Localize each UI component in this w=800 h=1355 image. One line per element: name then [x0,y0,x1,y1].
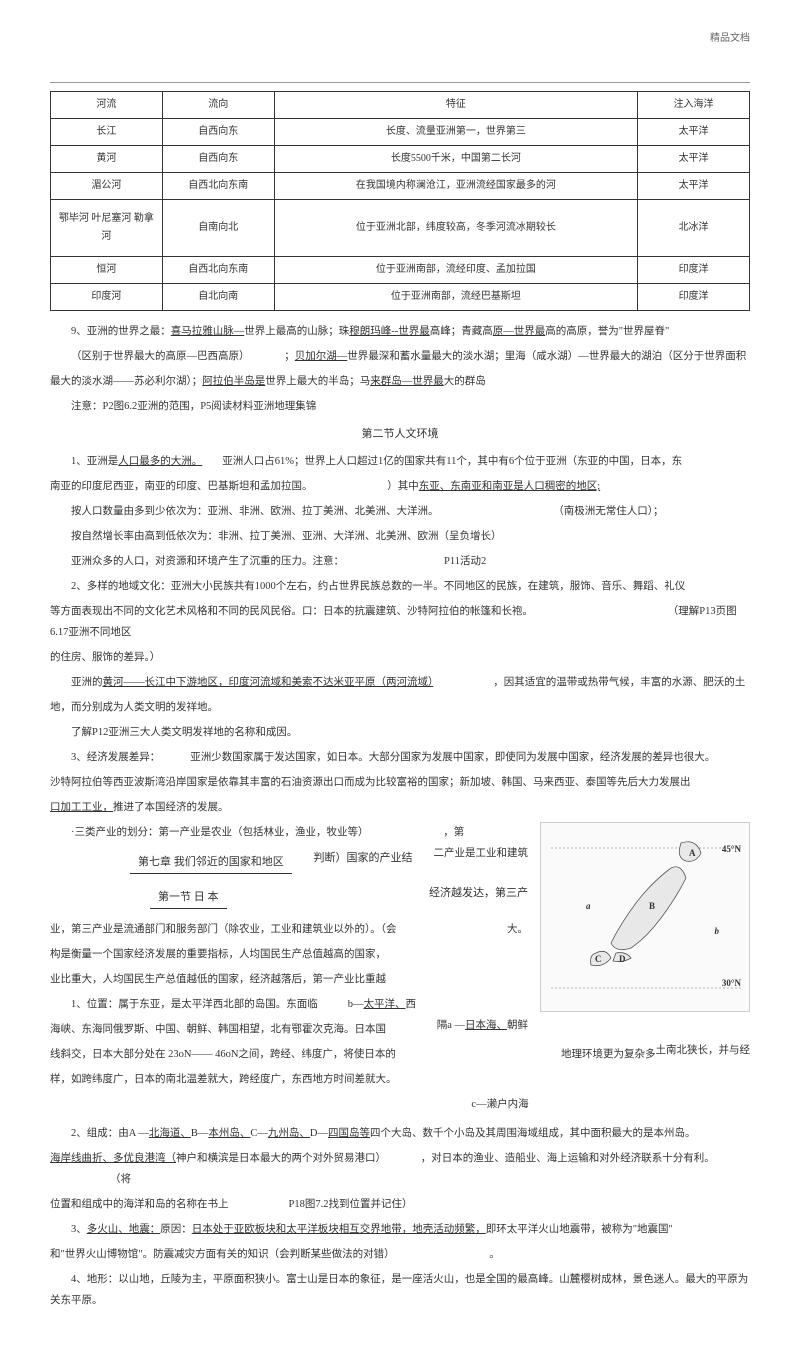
para-9c: 最大的淡水湖——苏必利尔湖）；阿拉伯半岛是世界上最大的半岛；马来群岛—世界最大的… [50,371,750,392]
map-B: B [649,898,655,914]
table-row: 湄公河自西北向东南在我国境内称澜沧江，亚洲流经国家最多的河太平洋 [51,173,750,200]
table-header-row: 河流 流向 特征 注入海洋 [51,92,750,119]
th-river: 河流 [51,92,163,119]
para-9: 9、亚洲的世界之最：喜马拉雅山脉—世界上最高的山脉；珠穆朗玛峰--世界最高峰；青… [50,321,750,342]
th-direction: 流向 [162,92,274,119]
para-2f: 了解P12亚洲三大人类文明发祥地的名称和成因。 [50,722,750,743]
para-9d: 注意：P2图6.2亚洲的范围，P5阅读材料亚洲地理集锦 [50,396,750,417]
map-D: D [619,951,626,967]
table-row: 鄂毕河 叶尼塞河 勒拿河自南向北位于亚洲北部，纬度较高，冬季河流冰期较长北冰洋 [51,200,750,257]
para-jp3b: 和"世界火山博物馆"。防震减灾方面有关的知识（会判断某些做法的对错）。 [50,1244,750,1265]
para-2d: 亚洲的黄河——长江中下游地区，印度河流域和美索不达米亚平原（两河流域），因其适宜… [50,672,750,693]
rivers-table: 河流 流向 特征 注入海洋 长江自西向东长度、流量亚洲第一，世界第三太平洋 黄河… [50,91,750,311]
para-1b: 南亚的印度尼西亚，南亚的印度、巴基斯坦和孟加拉国。）其中东亚、东南亚和南亚是人口… [50,476,750,497]
para-jp2a: 2、组成：由A —北海道、B—本州岛、C—九州岛、D—四国岛等四个大岛、数千个小… [50,1123,750,1144]
th-sea: 注入海洋 [638,92,750,119]
para-1a: 1、亚洲是人口最多的大洲。亚洲人口占61%；世界上人口超过1亿的国家共有11个，… [50,451,750,472]
map-a: a [586,898,591,914]
map-A: A [689,845,696,861]
table-row: 印度河自北向南位于亚洲南部，流经巴基斯坦印度洋 [51,284,750,311]
para-9b: （区别于世界最大的高原—巴西高原）；贝加尔湖—世界最深和蓄水量最大的淡水湖；里海… [50,346,750,367]
map-lat45: 45°N [722,841,741,857]
para-jp4: 4、地形：以山地，丘陵为主，平原面积狭小。富士山是日本的象征，是一座活火山，也是… [50,1269,750,1311]
para-1d: 按自然增长率由高到低依次为：非洲、拉丁美洲、亚洲、大洋洲、北美洲、欧洲（呈负增长… [50,526,750,547]
para-jp1c: 线斜交，日本大部分处在 23oN—— 46oN之间，跨经、纬度广，将使日本的地理… [50,1044,750,1065]
para-jp1b: 海峡、东海同俄罗斯、中国、朝鲜、韩国相望，北有鄂霍次克海。日本国土南北狭长，并与… [50,1019,750,1040]
para-3a: 3、经济发展差异：亚洲少数国家属于发达国家，如日本。大部分国家为发展中国家，即使… [50,747,750,768]
map-lat30: 30°N [722,975,741,991]
para-3c: 口加工工业，推进了本国经济的发展。 [50,797,750,818]
japan-map: 45°N 30°N a b A B C D [540,822,750,1012]
para-3b: 沙特阿拉伯等西亚波斯湾沿岸国家是依靠其丰富的石油资源出口而成为比较富裕的国家；新… [50,772,750,793]
para-2c: 的住房、服饰的差异。） [50,647,750,668]
para-jp1e: c—濑户内海 [250,1094,750,1115]
para-jp2b: 海岸线曲折、多优良港湾（神户和横滨是日本最大的两个对外贸易港口），对日本的渔业、… [50,1148,750,1190]
table-row: 黄河自西向东长度5500千米，中国第二长河太平洋 [51,146,750,173]
para-jp3a: 3、多火山、地震：原因：日本处于亚欧板块和太平洋板块相互交界地带，地壳活动频繁，… [50,1219,750,1240]
para-1e: 亚洲众多的人口，对资源和环境产生了沉重的压力。注意：P11活动2 [50,551,750,572]
para-1c: 按人口数量由多到少依次为：亚洲、非洲、欧洲、拉丁美洲、北美洲、大洋洲。（南极洲无… [50,501,750,522]
table-row: 恒河自西北向东南位于亚洲南部，流经印度、孟加拉国印度洋 [51,257,750,284]
section-2-title: 第二节人文环境 [50,423,750,445]
header-rule [50,82,750,83]
para-2b: 等方面表现出不同的文化艺术风格和不同的民风民俗。口：日本的抗震建筑、沙特阿拉伯的… [50,601,750,643]
para-2e: 地，而分别成为人类文明的发祥地。 [50,697,750,718]
table-row: 长江自西向东长度、流量亚洲第一，世界第三太平洋 [51,119,750,146]
map-b: b [715,923,720,939]
para-2a: 2、多样的地域文化：亚洲大小民族共有1000个左右，约占世界民族总数的一半。不同… [50,576,750,597]
th-feature: 特征 [274,92,637,119]
header-label: 精品文档 [710,30,750,48]
para-jp1d: 样，如跨纬度广，日本的南北温差就大，跨经度广，东西地方时间差就大。 [50,1069,750,1090]
para-jp2c: 位置和组成中的海洋和岛的名称在书上P18图7.2找到位置并记住） [50,1194,750,1215]
map-C: C [595,951,602,967]
